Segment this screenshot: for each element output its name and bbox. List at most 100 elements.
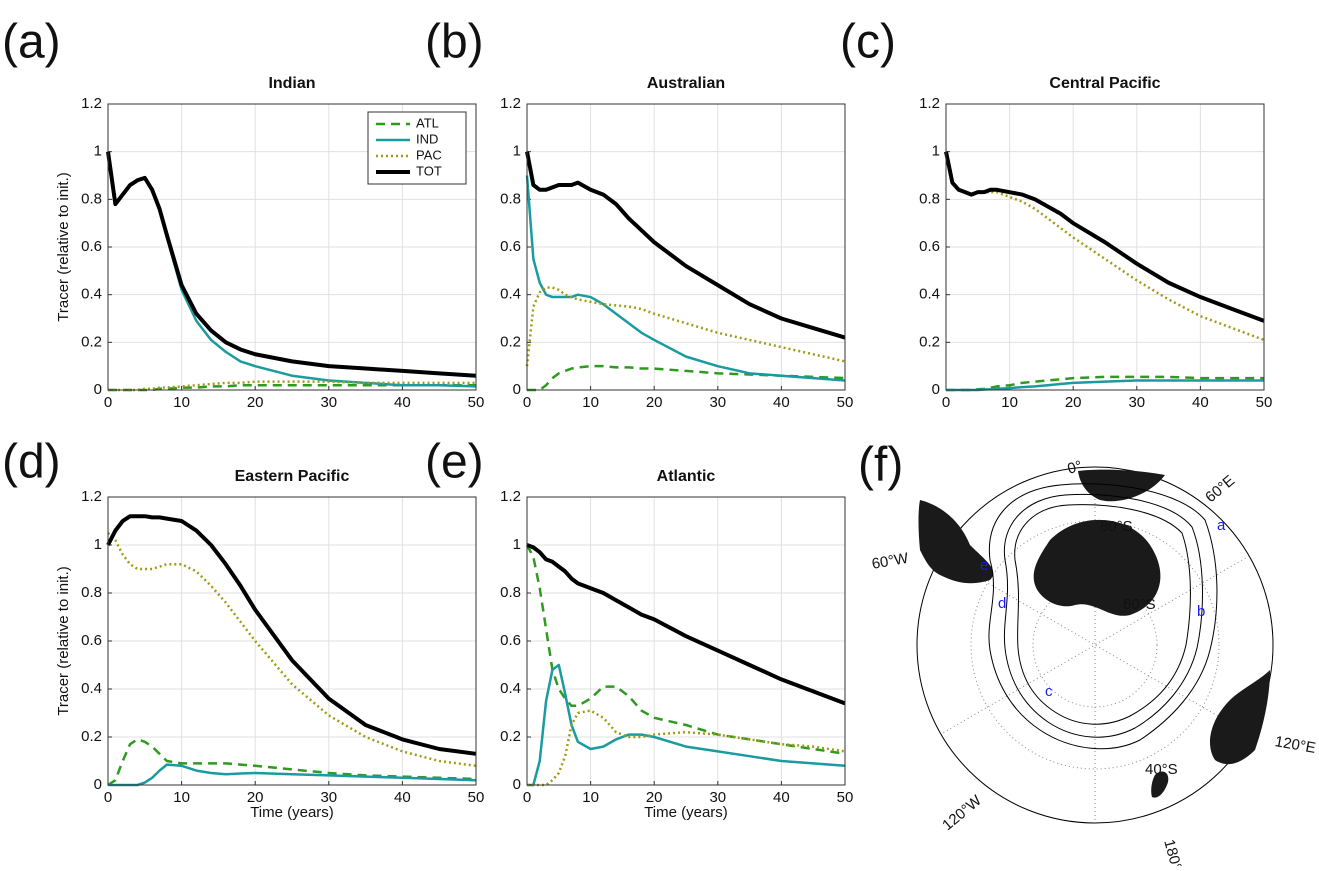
series-line <box>525 286 846 367</box>
series-line <box>106 514 477 756</box>
series-line <box>107 738 477 787</box>
series-line <box>527 709 846 787</box>
x-tick-label: 40 <box>773 394 790 411</box>
y-tick-label: 0.2 <box>919 333 940 350</box>
series-line <box>526 543 846 706</box>
x-tick-label: 40 <box>773 789 790 806</box>
legend-label: ATL <box>416 115 439 130</box>
y-tick-label: 0.4 <box>500 286 521 303</box>
x-tick-label: 20 <box>1065 394 1082 411</box>
x-tick-label: 20 <box>247 789 264 806</box>
y-tick-label: 0 <box>513 381 521 398</box>
y-tick-label: 1.2 <box>919 95 940 112</box>
x-tick-label: 10 <box>173 394 190 411</box>
y-tick-label: 0 <box>94 381 102 398</box>
series-line <box>108 383 476 392</box>
x-tick-label: 10 <box>582 394 599 411</box>
y-tick-label: 1 <box>513 143 521 160</box>
series-line <box>525 175 846 382</box>
longitude-label: 120°W <box>939 791 985 834</box>
x-tick-label: 0 <box>942 394 950 411</box>
longitude-label: 180°W <box>1160 838 1188 866</box>
x-tick-label: 40 <box>394 394 411 411</box>
x-tick-label: 10 <box>582 789 599 806</box>
panel-label: (e) <box>425 436 484 489</box>
axes-box <box>107 496 477 786</box>
series-line <box>944 151 1265 323</box>
x-tick-label: 30 <box>709 394 726 411</box>
y-tick-label: 0 <box>94 776 102 793</box>
longitude-label: 0° <box>1066 458 1084 478</box>
y-tick-label: 1 <box>513 536 521 553</box>
x-axis-label: Time (years) <box>250 804 334 821</box>
panel-label: (a) <box>2 16 61 69</box>
x-tick-label: 30 <box>1128 394 1145 411</box>
land <box>918 469 1270 798</box>
y-tick-label: 1.2 <box>500 95 521 112</box>
y-axis-label: Tracer (relative to init.) <box>55 566 72 715</box>
x-axis-label: Time (years) <box>644 804 728 821</box>
axes-box <box>107 103 477 391</box>
x-tick-label: 10 <box>173 789 190 806</box>
y-tick-label: 0.6 <box>500 632 521 649</box>
series-line <box>106 151 477 378</box>
x-tick-label: 0 <box>523 789 531 806</box>
y-tick-label: 0.6 <box>500 238 521 255</box>
front-contours <box>988 483 1218 750</box>
x-tick-label: 50 <box>468 789 485 806</box>
y-tick-label: 1.2 <box>500 488 521 505</box>
latitude-label: 40°S <box>1145 761 1178 778</box>
legend-label: IND <box>416 131 438 146</box>
y-tick-label: 0.6 <box>919 238 940 255</box>
y-tick-label: 0.2 <box>500 728 521 745</box>
x-tick-label: 40 <box>1192 394 1209 411</box>
x-tick-label: 30 <box>320 394 337 411</box>
y-tick-label: 0.8 <box>500 584 521 601</box>
legend-label: TOT <box>416 163 442 178</box>
y-tick-label: 0.6 <box>81 632 102 649</box>
y-tick-label: 0.8 <box>81 190 102 207</box>
x-tick-label: 40 <box>394 789 411 806</box>
y-tick-label: 0.4 <box>81 680 102 697</box>
x-tick-label: 0 <box>523 394 531 411</box>
map-panel: (f) 0° 60°E 120°E 180°W 120°W 60°W 80°S … <box>858 439 1317 871</box>
longitude-label: 60°W <box>870 550 910 573</box>
y-tick-label: 0.2 <box>81 333 102 350</box>
legend-label: PAC <box>416 147 442 162</box>
x-tick-label: 50 <box>837 789 854 806</box>
chart-title: Central Pacific <box>1049 75 1160 92</box>
chart-title: Eastern Pacific <box>235 468 350 485</box>
region-label: b <box>1197 603 1205 620</box>
axes-box <box>526 496 846 786</box>
series-line <box>527 364 846 392</box>
panel-label: (d) <box>2 436 61 489</box>
series-line <box>108 380 476 392</box>
region-label: a <box>1217 517 1226 534</box>
y-tick-label: 0.2 <box>500 333 521 350</box>
region-label: d <box>998 595 1006 612</box>
longitude-label: 120°E <box>1274 733 1317 757</box>
y-tick-label: 0.8 <box>919 190 940 207</box>
region-label: c <box>1045 683 1053 700</box>
series-line <box>107 532 477 768</box>
latitude-label: 80°S <box>1100 518 1133 535</box>
longitude-label: 60°E <box>1202 472 1238 506</box>
y-tick-label: 0.4 <box>919 286 940 303</box>
y-tick-label: 0.4 <box>81 286 102 303</box>
x-tick-label: 20 <box>646 394 663 411</box>
chart-title: Atlantic <box>657 468 716 485</box>
y-tick-label: 0.8 <box>81 584 102 601</box>
x-tick-label: 0 <box>104 394 112 411</box>
x-tick-label: 30 <box>709 789 726 806</box>
y-axis-label: Tracer (relative to init.) <box>55 172 72 321</box>
y-tick-label: 0 <box>932 381 940 398</box>
x-tick-label: 50 <box>468 394 485 411</box>
x-tick-label: 10 <box>1001 394 1018 411</box>
x-tick-label: 20 <box>646 789 663 806</box>
region-label: e <box>980 557 988 574</box>
y-tick-label: 1 <box>94 143 102 160</box>
chart-title: Australian <box>647 75 725 92</box>
x-tick-label: 50 <box>837 394 854 411</box>
y-tick-label: 1.2 <box>81 95 102 112</box>
